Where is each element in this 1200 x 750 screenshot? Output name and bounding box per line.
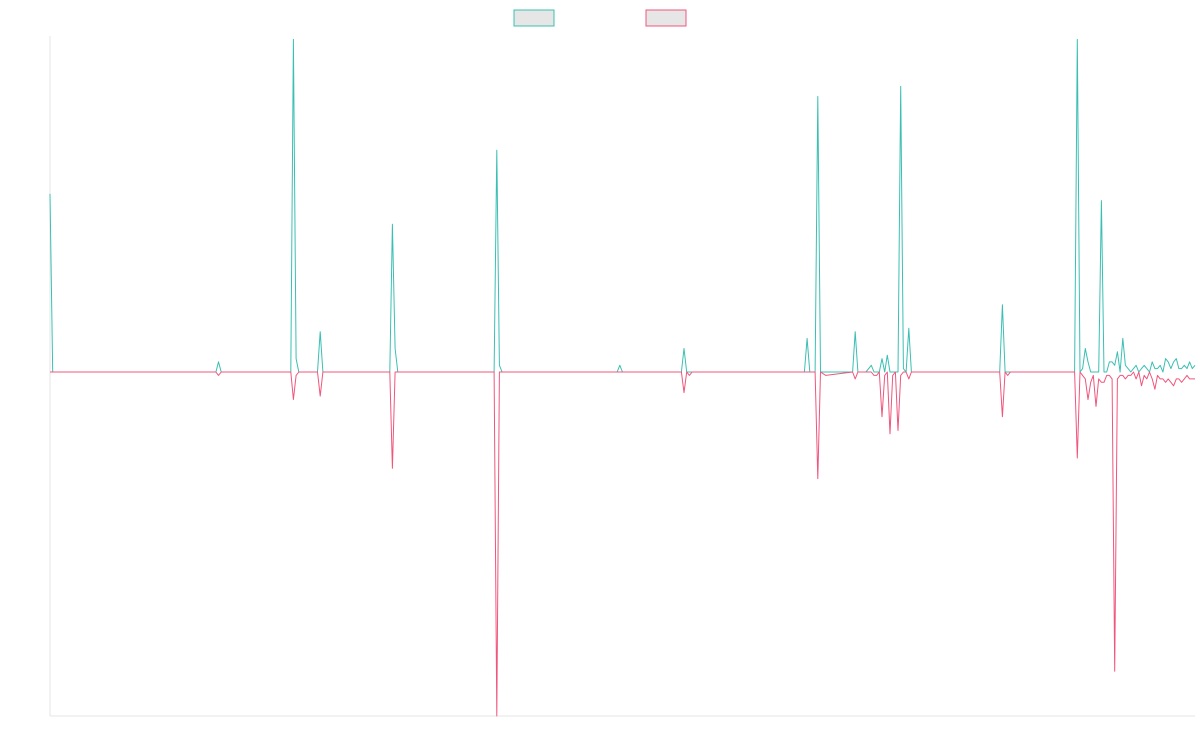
legend-swatch-1[interactable] (513, 9, 555, 27)
series-line-1 (49, 38, 1196, 373)
series-line-2 (50, 371, 1195, 717)
legend (513, 9, 687, 27)
legend-swatch-2[interactable] (645, 9, 687, 27)
series-layer (49, 38, 1196, 717)
